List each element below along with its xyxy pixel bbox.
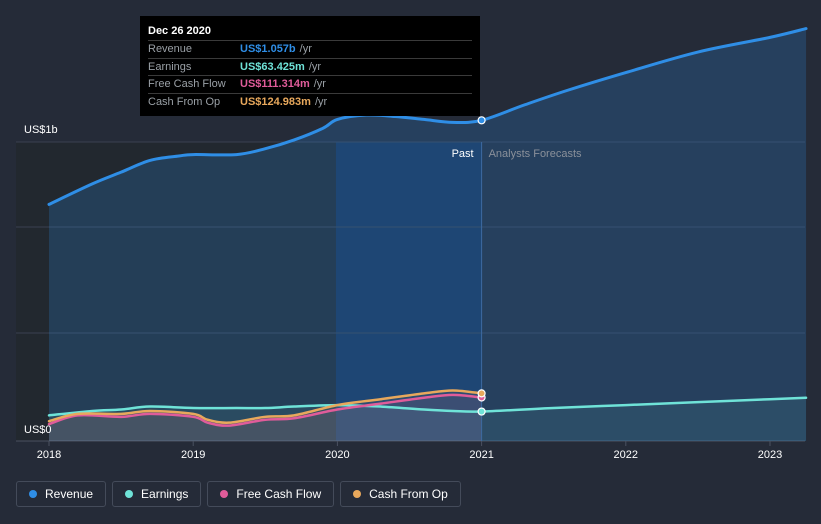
tooltip-unit: /yr	[308, 60, 322, 73]
y-axis-bottom-label: US$0	[24, 424, 52, 436]
x-tick-label: 2018	[37, 449, 61, 461]
tooltip-value: US$63.425m	[240, 60, 305, 73]
gridlines	[16, 141, 805, 442]
cash-from-op-line	[47, 389, 483, 424]
x-tick-label: 2022	[614, 449, 638, 461]
legend-label: Free Cash Flow	[236, 487, 322, 501]
tooltip-row-earnings: Earnings US$63.425m /yr	[148, 57, 472, 76]
tooltip-value: US$111.314m	[240, 78, 310, 90]
y-axis-top-label: US$1b	[24, 124, 58, 136]
chart-legend: Revenue Earnings Free Cash Flow Cash Fro…	[16, 481, 461, 509]
x-tick-label: 2020	[325, 449, 349, 461]
legend-cash-from-op-button[interactable]: Cash From Op	[340, 481, 461, 507]
legend-dot-icon	[125, 490, 134, 498]
x-tick-label: 2023	[758, 449, 782, 461]
cash-from-op-marker	[477, 389, 486, 398]
x-tick-label: 2019	[181, 449, 205, 461]
x-tick-label: 2021	[469, 449, 493, 461]
tooltip-unit: /yr	[299, 43, 312, 55]
past-label: Past	[452, 148, 474, 160]
tooltip-unit: /yr	[314, 95, 328, 108]
revenue-area	[49, 28, 807, 442]
revenue-line	[47, 27, 808, 206]
tooltip-label: Earnings	[148, 60, 192, 73]
legend-earnings-button[interactable]: Earnings	[112, 481, 202, 507]
tooltip-row-cash-from-op: Cash From Op US$124.983m /yr	[148, 92, 472, 111]
legend-label: Earnings	[141, 487, 189, 501]
legend-free-cash-flow-button[interactable]: Free Cash Flow	[207, 481, 335, 507]
legend-revenue-button[interactable]: Revenue	[16, 481, 107, 507]
tooltip-label: Free Cash Flow	[148, 78, 226, 90]
tooltip-unit: /yr	[313, 78, 326, 90]
free-cash-flow-line	[47, 393, 483, 427]
tooltip-value: US$124.983m	[240, 95, 311, 108]
legend-dot-icon	[353, 490, 362, 498]
legend-label: Revenue	[45, 487, 94, 501]
cash-from-op-area	[49, 390, 482, 441]
series-markers	[477, 116, 486, 416]
tooltip-row-free-cash-flow: Free Cash Flow US$111.314m /yr	[148, 75, 472, 93]
tooltip-row-revenue: Revenue US$1.057b /yr	[148, 40, 472, 58]
tooltip-label: Cash From Op	[148, 95, 221, 108]
data-tooltip: Dec 26 2020 Revenue US$1.057b /yr Earnin…	[140, 16, 480, 116]
legend-label: Cash From Op	[369, 487, 448, 501]
legend-dot-icon	[220, 490, 229, 498]
forecast-label: Analysts Forecasts	[489, 148, 582, 160]
tooltip-date: Dec 26 2020	[148, 25, 211, 37]
x-axis: 2018 2019 2020 2021 2022 2023	[37, 441, 782, 461]
tooltip-label: Revenue	[148, 43, 193, 55]
series-lines	[47, 27, 808, 427]
legend-dot-icon	[29, 490, 37, 498]
revenue-marker	[477, 116, 486, 125]
earnings-marker	[477, 407, 486, 416]
tooltip-value: US$1.057b	[240, 43, 296, 55]
